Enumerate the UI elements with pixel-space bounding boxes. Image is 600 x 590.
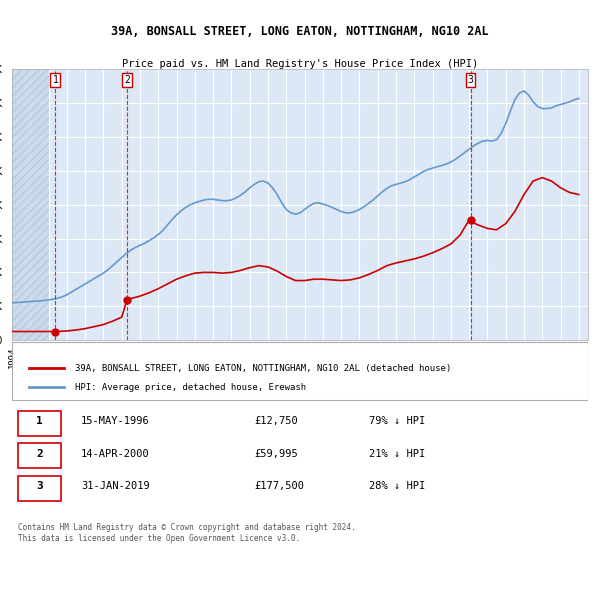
Text: £59,995: £59,995 bbox=[254, 449, 298, 459]
Text: 31-JAN-2019: 31-JAN-2019 bbox=[81, 481, 150, 491]
Text: 79% ↓ HPI: 79% ↓ HPI bbox=[369, 417, 425, 427]
Text: 28% ↓ HPI: 28% ↓ HPI bbox=[369, 481, 425, 491]
FancyBboxPatch shape bbox=[18, 476, 61, 501]
FancyBboxPatch shape bbox=[18, 443, 61, 468]
Text: 15-MAY-1996: 15-MAY-1996 bbox=[81, 417, 150, 427]
Text: 21% ↓ HPI: 21% ↓ HPI bbox=[369, 449, 425, 459]
Text: Price paid vs. HM Land Registry's House Price Index (HPI): Price paid vs. HM Land Registry's House … bbox=[122, 59, 478, 69]
Text: HPI: Average price, detached house, Erewash: HPI: Average price, detached house, Erew… bbox=[76, 382, 307, 392]
Text: 2: 2 bbox=[36, 449, 43, 459]
Text: £177,500: £177,500 bbox=[254, 481, 304, 491]
Text: Contains HM Land Registry data © Crown copyright and database right 2024.
This d: Contains HM Land Registry data © Crown c… bbox=[18, 523, 355, 543]
Text: 1: 1 bbox=[36, 417, 43, 427]
Text: 1: 1 bbox=[52, 75, 58, 85]
Text: 39A, BONSALL STREET, LONG EATON, NOTTINGHAM, NG10 2AL (detached house): 39A, BONSALL STREET, LONG EATON, NOTTING… bbox=[76, 363, 452, 373]
FancyBboxPatch shape bbox=[12, 342, 588, 400]
Text: 3: 3 bbox=[467, 75, 473, 85]
FancyBboxPatch shape bbox=[18, 411, 61, 436]
Bar bbox=[12, 69, 49, 340]
Text: 14-APR-2000: 14-APR-2000 bbox=[81, 449, 150, 459]
Text: 39A, BONSALL STREET, LONG EATON, NOTTINGHAM, NG10 2AL: 39A, BONSALL STREET, LONG EATON, NOTTING… bbox=[111, 25, 489, 38]
Text: £12,750: £12,750 bbox=[254, 417, 298, 427]
Text: 3: 3 bbox=[36, 481, 43, 491]
Text: 2: 2 bbox=[124, 75, 130, 85]
